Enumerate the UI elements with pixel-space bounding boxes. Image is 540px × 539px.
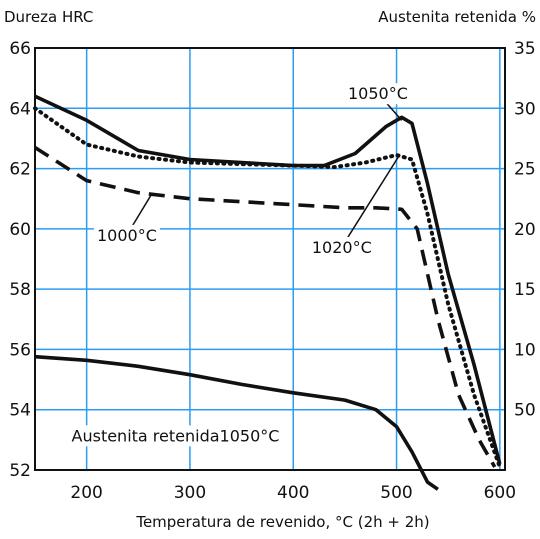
grid: [35, 48, 505, 470]
y-tick-label-right: 10: [514, 340, 536, 360]
y-tick-label-right: 35: [514, 39, 536, 59]
x-tick-label: 300: [174, 483, 206, 503]
annotation-leader: [341, 156, 400, 248]
y-tick-label-left: 58: [9, 280, 31, 300]
annotations: 1050°C 1020°C 1000°C Austenita retenida1050…: [68, 83, 411, 447]
annotation-label-background: [308, 236, 375, 258]
y-tick-label-right: 30: [514, 99, 536, 119]
y-tick-label-left: 54: [9, 401, 31, 421]
series-line: [34, 94, 502, 465]
y-tick-label-left: 52: [9, 461, 31, 481]
series-line: [33, 106, 502, 469]
x-tick-label: 400: [277, 483, 309, 503]
y-tick-label-left: 62: [9, 160, 31, 180]
y-tick-label-left: 60: [9, 220, 31, 240]
y-tick-label-left: 56: [9, 340, 31, 360]
x-tick-label: 500: [380, 483, 412, 503]
y-tick-label-left: 66: [9, 39, 31, 59]
y-tick-label-left: 64: [9, 99, 31, 119]
annotation-label-background: [344, 83, 411, 105]
series-lines: [33, 94, 502, 491]
y-tick-label-right: 50: [514, 401, 536, 421]
x-tick-label: 600: [484, 483, 516, 503]
y-tick-label-right: 25: [514, 160, 536, 180]
annotation-label: Austenita retenida1050°C: [72, 426, 280, 445]
series-line: [34, 145, 497, 468]
left-axis-title: Dureza HRC: [4, 8, 93, 26]
annotation-label-background: [68, 425, 283, 447]
annotation-label: 1050°C: [348, 84, 408, 103]
y-tick-label-right: 20: [514, 220, 536, 240]
right-axis-title: Austenita retenida %: [378, 8, 536, 26]
x-axis-title: Temperatura de revenido, °C (2h + 2h): [135, 513, 429, 531]
tick-labels: 200 300 400 500 600 66 64 62 60 58 56 54 52 35 30 25 20 1…: [9, 39, 535, 503]
annotation-label-background: [93, 224, 160, 246]
plot-frame: [34, 47, 506, 471]
y-tick-label-right: 15: [514, 280, 536, 300]
annotation-label: 1020°C: [312, 238, 372, 257]
series-line: [34, 354, 439, 491]
x-tick-label: 200: [70, 483, 102, 503]
annotation-label: 1000°C: [97, 226, 157, 245]
